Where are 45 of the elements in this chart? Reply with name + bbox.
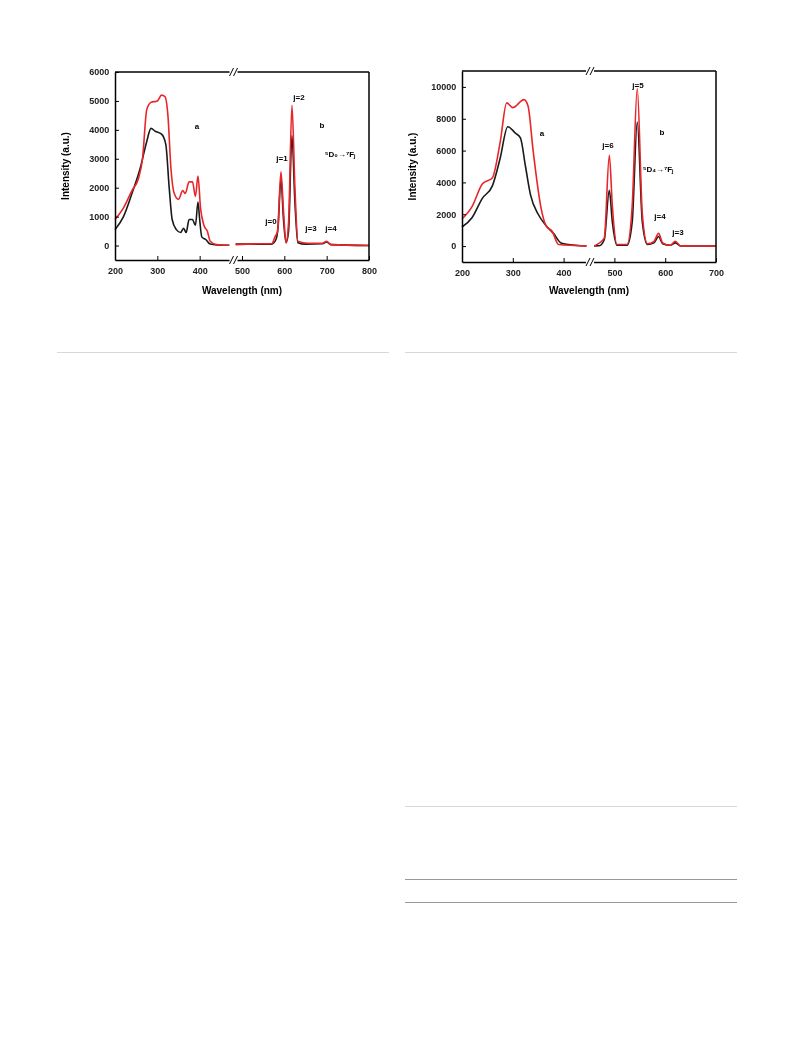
y-tick-label: 4000 [436, 177, 457, 188]
y-tick-label: 10000 [431, 82, 457, 93]
annotation: b [659, 128, 665, 137]
y-axis-title: Intensity (a.u.) [60, 132, 71, 200]
x-axis-title: Wavelength (nm) [201, 285, 283, 296]
y-tick-label: 2000 [436, 209, 457, 220]
annotation: a [194, 122, 200, 131]
y-tick-label: 4000 [89, 125, 110, 136]
annotation: ⁵D₀→⁷Fⱼ [324, 150, 357, 160]
x-tick-label: 600 [277, 265, 293, 276]
annotation: j=2 [292, 93, 306, 102]
annotation: j=3 [304, 224, 318, 233]
x-tick-label: 200 [454, 267, 471, 278]
x-tick-label: 400 [192, 265, 208, 276]
x-tick-label: 300 [150, 265, 166, 276]
annotation: j=3 [671, 228, 685, 237]
y-tick-label: 6000 [436, 145, 457, 156]
x-tick-label: 600 [658, 267, 674, 278]
annotation: j=4 [324, 224, 338, 233]
x-tick-label: 800 [361, 265, 378, 276]
annotation: j=0 [264, 217, 278, 226]
x-tick-label: 400 [556, 267, 572, 278]
x-tick-label: 200 [107, 265, 124, 276]
annotation: ⁵D₄→⁷Fⱼ [642, 165, 675, 175]
y-axis-title: Intensity (a.u.) [407, 132, 418, 201]
x-tick-label: 300 [505, 267, 521, 278]
y-tick-label: 3000 [89, 154, 110, 165]
y-tick-label: 1000 [89, 212, 110, 222]
y-tick-label: 8000 [436, 114, 457, 125]
x-tick-label: 700 [319, 265, 335, 276]
annotation: b [319, 121, 325, 130]
y-tick-label: 5000 [89, 96, 110, 107]
annotation: a [539, 129, 545, 138]
x-tick-label: 700 [708, 267, 725, 278]
annotation: j=4 [653, 212, 667, 221]
x-tick-label: 500 [234, 265, 251, 276]
y-tick-label: 2000 [89, 183, 110, 194]
y-tick-label: 0 [451, 241, 457, 252]
annotation: j=6 [601, 141, 615, 150]
x-axis-title: Wavelength (nm) [548, 285, 630, 296]
annotation: j=1 [275, 154, 289, 163]
annotation: j=5 [631, 81, 645, 90]
x-tick-label: 500 [607, 267, 623, 278]
y-tick-label: 6000 [89, 67, 110, 78]
y-tick-label: 0 [104, 240, 110, 251]
